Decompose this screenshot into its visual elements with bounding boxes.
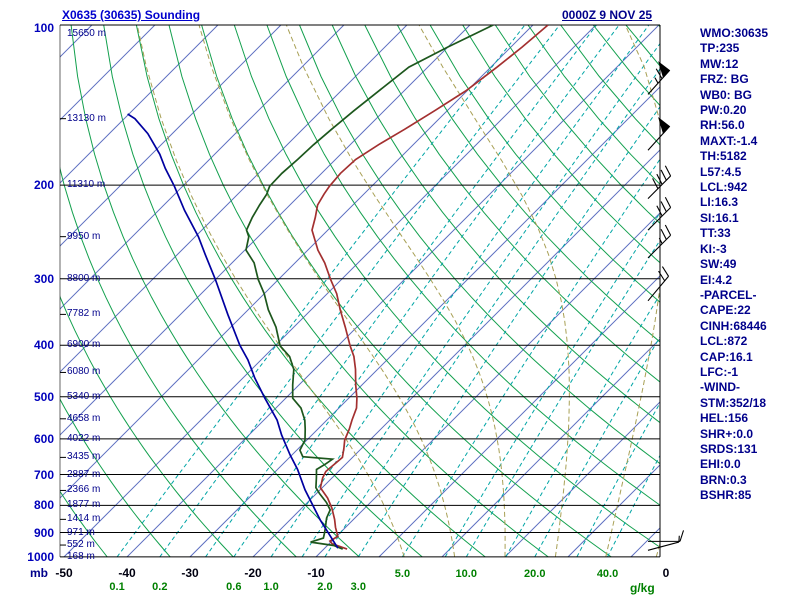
mixing-ratio-label-0.1: 0.1 — [109, 581, 125, 593]
pressure-label-800: 800 — [33, 498, 54, 513]
index-line-15: SW:49 — [700, 257, 737, 272]
index-line-12: SI:16.1 — [700, 210, 739, 225]
index-line-1: TP:235 — [700, 41, 740, 56]
index-line-3: FRZ: BG — [700, 72, 749, 87]
height-label-300: 8800 m — [67, 272, 101, 284]
datetime-label: 0000Z 9 NOV 25 — [562, 8, 653, 22]
mixing-ratio-label-10: 10.0 — [455, 568, 477, 580]
temp-label--20: -20 — [244, 566, 262, 580]
temp-label--10: -10 — [307, 566, 325, 580]
height-label-700: 2887 m — [67, 468, 101, 480]
height-label-600: 4022 m — [67, 432, 101, 444]
index-line-0: WMO:30635 — [700, 26, 769, 40]
index-line-11: LI:16.3 — [700, 195, 739, 210]
pressure-label-1000: 1000 — [27, 549, 54, 564]
index-line-30: BSHR:85 — [700, 488, 752, 503]
index-line-26: SHR+:0.0 — [700, 426, 754, 441]
index-line-2: MW:12 — [700, 56, 739, 71]
height-label-550: 4658 m — [67, 412, 101, 424]
pressure-label-500: 500 — [33, 389, 54, 404]
pressure-unit-label: mb — [30, 566, 48, 580]
index-line-6: RH:56.0 — [700, 118, 745, 133]
index-line-22: LFC:-1 — [700, 364, 738, 379]
index-line-17: -PARCEL- — [700, 287, 757, 302]
pressure-label-300: 300 — [33, 271, 54, 286]
height-label-1000: 168 m — [67, 550, 95, 562]
index-line-14: KI:-3 — [700, 241, 727, 256]
height-label-850: 1414 m — [67, 513, 101, 525]
temp-label-0: 0 — [662, 566, 670, 580]
wind-barbs-layer — [647, 61, 685, 551]
indices-panel: WMO:30635 TP:235 MW:12 FRZ: BG WB0: BG PW:0.2… — [700, 26, 768, 504]
dry-adiabats-layer — [60, 25, 660, 557]
mixing-ratio-label-20: 20.0 — [524, 568, 546, 580]
index-line-8: TH:5182 — [700, 149, 747, 164]
height-label-500: 5340 m — [67, 390, 101, 402]
height-label-400: 6900 m — [67, 339, 101, 351]
mixing-ratio-label-1: 1.0 — [263, 581, 279, 593]
height-label-100: 15650 m — [67, 28, 106, 39]
temp-label--50: -50 — [55, 566, 73, 580]
index-line-23: -WIND- — [700, 380, 740, 395]
temp-label--30: -30 — [181, 566, 199, 580]
height-label-950: 552 m — [67, 539, 95, 551]
profile-dewpoint — [245, 25, 494, 550]
index-line-7: MAXT:-1.4 — [700, 133, 758, 148]
index-line-18: CAPE:22 — [700, 303, 751, 318]
pressure-label-400: 400 — [33, 338, 54, 353]
page-title: X0635 (30635) Sounding — [62, 8, 201, 22]
index-line-20: LCL:872 — [700, 334, 748, 349]
height-label-150: 13130 m — [67, 112, 106, 124]
profile-temperature — [311, 25, 549, 550]
moist-adiabats-layer — [136, 25, 660, 557]
index-line-13: TT:33 — [700, 226, 731, 241]
index-line-28: EHI:0.0 — [700, 457, 741, 472]
plot-area — [60, 25, 660, 557]
profiles-layer — [127, 25, 549, 550]
index-line-10: LCL:942 — [700, 180, 748, 195]
index-line-16: EI:4.2 — [700, 272, 733, 287]
index-line-21: CAP:16.1 — [700, 349, 753, 364]
index-line-9: L57:4.5 — [700, 164, 742, 179]
index-line-5: PW:0.20 — [700, 103, 747, 118]
height-label-900: 971 m — [67, 526, 95, 538]
pressure-label-900: 900 — [33, 525, 54, 540]
mixing-ratio-label-0.6: 0.6 — [226, 581, 242, 593]
pressure-label-700: 700 — [33, 467, 54, 482]
height-label-250: 9950 m — [67, 230, 101, 242]
height-label-350: 7782 m — [67, 308, 101, 320]
height-label-800: 1877 m — [67, 499, 101, 511]
mixing-ratio-label-2: 2.0 — [317, 581, 333, 593]
isotherms-layer — [60, 25, 660, 557]
index-line-27: SRDS:131 — [700, 441, 758, 456]
pressure-lines-layer — [59, 24, 661, 558]
mixing-ratio-label-0.2: 0.2 — [152, 581, 168, 593]
height-label-200: 11310 m — [67, 179, 106, 191]
mixing-ratio-label-5: 5.0 — [394, 568, 411, 580]
index-line-25: HEL:156 — [700, 411, 749, 426]
index-line-24: STM:352/18 — [700, 395, 767, 410]
height-label-650: 3435 m — [67, 451, 101, 463]
index-line-29: BRN:0.3 — [700, 472, 747, 487]
mixing-ratio-label-3: 3.0 — [350, 581, 366, 593]
profile-parcel-reference — [127, 113, 339, 549]
mixing-ratio-unit-label: g/kg — [630, 581, 655, 595]
index-line-4: WB0: BG — [700, 87, 752, 102]
pressure-label-200: 200 — [33, 178, 54, 193]
height-label-750: 2366 m — [67, 484, 101, 496]
pressure-label-100: 100 — [33, 21, 54, 35]
height-label-450: 6080 m — [67, 366, 101, 378]
pressure-label-600: 600 — [33, 431, 54, 446]
mixing-ratio-label-40: 40.0 — [596, 568, 619, 580]
temp-label--40: -40 — [118, 566, 136, 580]
index-line-19: CINH:68446 — [700, 318, 767, 333]
